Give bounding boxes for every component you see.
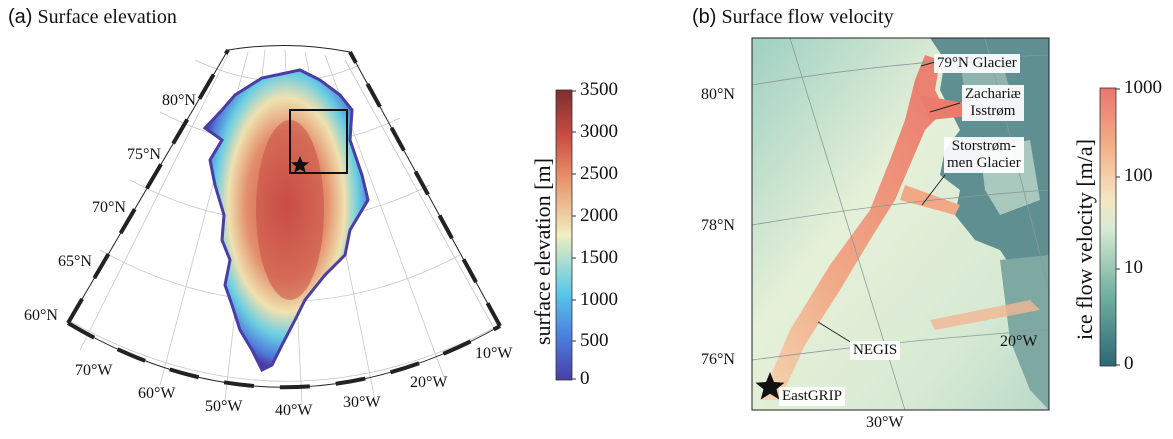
colorbar-a-tick-2500: 2500 — [580, 163, 618, 184]
colorbar-a-label: surface elevation [m] — [530, 158, 555, 345]
colorbar-b-ticks — [1116, 88, 1120, 366]
panel-a-tag: (a) — [8, 6, 33, 28]
annotation-lines — [817, 61, 961, 344]
lat-label-b-78n: 78°N — [701, 217, 735, 234]
colorbar-a-tick-3500: 3500 — [580, 79, 618, 100]
map-frame — [66, 44, 502, 390]
panel-b-title: (b) Surface flow velocity — [692, 6, 894, 29]
lon-label-20w: 20°W — [410, 374, 448, 391]
annotation-eastgrip: EastGRIP — [779, 387, 845, 406]
colorbar-a-tick-2000: 2000 — [580, 205, 618, 226]
ice-sheet-summit — [256, 120, 324, 300]
panel-a-title-text: Surface elevation — [37, 6, 177, 28]
lat-label-80n: 80°N — [162, 92, 196, 109]
lat-label-70n: 70°N — [92, 199, 126, 216]
colorbar-a — [555, 89, 573, 381]
annotation-storstrommen-line1: Storstrøm- — [951, 138, 1016, 154]
lat-label-b-76n: 76°N — [701, 351, 735, 368]
eastgrip-star-b — [755, 372, 785, 400]
lat-label-75n: 75°N — [127, 146, 161, 163]
colorbar-a-tick-1000: 1000 — [580, 289, 618, 310]
lon-label-60w: 60°W — [138, 385, 176, 402]
lon-label-50w: 50°W — [205, 398, 243, 415]
colorbar-b-tick-10: 10 — [1124, 257, 1143, 278]
colorbar-a-tick-1500: 1500 — [580, 247, 618, 268]
colorbar-a-ticks — [572, 90, 576, 380]
lon-label-40w: 40°W — [275, 402, 313, 419]
colorbar-b-tick-1000: 1000 — [1124, 77, 1162, 98]
panel-b-title-text: Surface flow velocity — [721, 6, 894, 28]
lon-label-b-30w: 30°W — [866, 414, 904, 431]
lon-label-b-20w: 20°W — [1000, 333, 1038, 350]
colorbar-a-tick-0: 0 — [580, 368, 590, 389]
lat-label-60n: 60°N — [24, 307, 58, 324]
flow-map-frame — [751, 37, 1050, 411]
negis-ice-stream — [760, 55, 945, 400]
lon-label-10w: 10°W — [475, 345, 513, 362]
lat-label-65n: 65°N — [58, 253, 92, 270]
lon-label-70w: 70°W — [75, 362, 113, 379]
colorbar-b — [1099, 87, 1117, 367]
colorbar-a-tick-3000: 3000 — [580, 121, 618, 142]
annotation-zachariae-line1: Zachariæ — [965, 86, 1021, 102]
annotation-negis: NEGIS — [850, 341, 901, 360]
annotation-storstrommen: Storstrøm- men Glacier — [944, 137, 1024, 173]
lon-label-30w: 30°W — [343, 394, 381, 411]
annotation-storstrommen-line2: men Glacier — [947, 155, 1021, 171]
lat-label-b-80n: 80°N — [701, 86, 735, 103]
colorbar-a-tick-500: 500 — [580, 330, 609, 351]
eastgrip-star-a — [291, 156, 309, 173]
panel-a-title: (a) Surface elevation — [8, 6, 177, 29]
colorbar-b-label: ice flow velocity [m/a] — [1072, 139, 1097, 340]
annotation-79n-glacier: 79°N Glacier — [934, 54, 1020, 73]
panel-b-tag: (b) — [692, 6, 717, 28]
colorbar-b-tick-100: 100 — [1124, 165, 1153, 186]
colorbar-b-tick-0: 0 — [1124, 353, 1134, 374]
study-area-box — [289, 109, 348, 174]
annotation-zachariae-line2: Isstrøm — [970, 103, 1016, 119]
annotation-zachariae: Zachariæ Isstrøm — [962, 85, 1024, 121]
